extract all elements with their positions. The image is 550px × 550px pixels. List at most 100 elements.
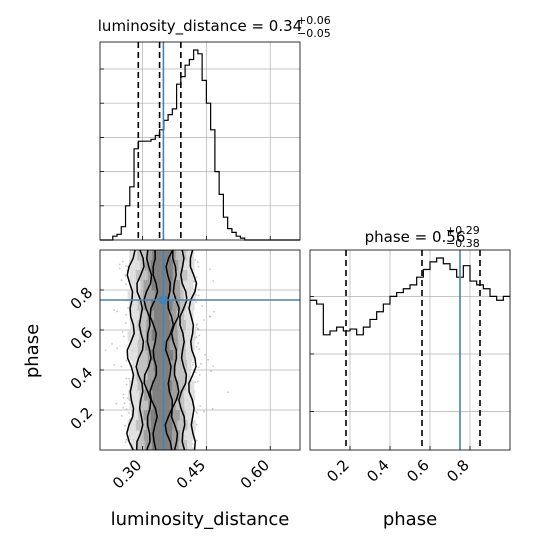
- phase-title: phase = 0.56: [365, 228, 466, 246]
- scatter-point: [196, 327, 199, 330]
- scatter-point: [199, 362, 202, 365]
- scatter-point: [116, 347, 118, 350]
- joint-x-tick-labels: 0.30 0.45 0.60: [109, 456, 273, 492]
- scatter-point: [212, 365, 215, 367]
- scatter-point: [125, 377, 128, 380]
- scatter-point: [123, 402, 126, 405]
- density-cell-3: [151, 300, 173, 311]
- scatter-point: [104, 349, 107, 352]
- density-cell-3: [151, 280, 172, 291]
- scatter-point: [122, 393, 125, 396]
- scatter-point: [124, 274, 126, 276]
- marginal-luminosity-distance-panel: [99, 41, 301, 241]
- density-cell-3: [151, 430, 172, 441]
- density-cell-3: [152, 440, 172, 451]
- scatter-point: [124, 322, 127, 324]
- density-cell-3: [150, 270, 173, 281]
- joint-y-tick-label-3: 0.8: [67, 284, 97, 314]
- scatter-point: [120, 415, 123, 417]
- scatter-point: [210, 370, 213, 373]
- joint-density-fill: [127, 250, 196, 451]
- density-cell-3: [151, 380, 172, 391]
- scatter-point: [195, 276, 198, 279]
- scatter-point: [111, 343, 113, 345]
- scatter-point: [121, 331, 124, 333]
- scatter-point: [194, 259, 197, 261]
- joint-y-tick-label-0: 0.2: [67, 404, 97, 434]
- phase-title-main: phase = 0.56: [365, 228, 466, 246]
- phase-x-tick-labels: 0.2 0.4 0.6 0.8: [323, 456, 473, 486]
- scatter-point: [124, 441, 127, 443]
- phase-frame: [309, 249, 511, 451]
- contour-line-2-right: [170, 250, 180, 451]
- joint-x-tick-label-0: 0.30: [109, 456, 145, 492]
- scatter-point: [126, 265, 129, 268]
- scatter-point: [192, 361, 194, 364]
- scatter-point: [124, 265, 127, 267]
- scatter-point: [195, 326, 197, 329]
- scatter-point: [204, 353, 206, 356]
- phase-ticks: [310, 295, 471, 450]
- joint-frame: [99, 249, 301, 451]
- scatter-point: [127, 306, 130, 309]
- scatter-point: [120, 279, 123, 282]
- density-cell-3: [150, 350, 174, 361]
- scatter-point: [198, 334, 201, 337]
- scatter-point: [191, 363, 194, 366]
- density-cell-3: [150, 260, 173, 271]
- scatter-point: [125, 408, 128, 410]
- scatter-point: [197, 294, 200, 297]
- marginal-phase-panel: [309, 249, 511, 451]
- scatter-point: [198, 288, 200, 291]
- scatter-point: [118, 267, 121, 270]
- scatter-point: [194, 371, 197, 374]
- joint-panel: [99, 249, 301, 451]
- scatter-point: [197, 342, 199, 344]
- phase-x-tick-label-2: 0.6: [403, 456, 433, 486]
- density-cell-3: [153, 340, 170, 351]
- phase-histogram: [310, 257, 510, 336]
- density-cell-3: [154, 310, 170, 321]
- scatter-point: [195, 345, 198, 348]
- scatter-point: [122, 406, 124, 409]
- scatter-point: [203, 410, 205, 413]
- top-title: luminosity_distance = 0.34: [98, 17, 302, 36]
- top-frame: [99, 41, 301, 241]
- scatter-point: [211, 408, 214, 410]
- scatter-point: [125, 383, 128, 386]
- scatter-point: [120, 365, 123, 368]
- contour-line-0-right: [188, 249, 198, 451]
- scatter-point: [125, 313, 127, 316]
- scatter-point: [127, 412, 130, 414]
- scatter-point: [121, 260, 124, 263]
- scatter-point: [195, 410, 198, 413]
- scatter-point: [201, 305, 204, 307]
- phase-title-sub: −0.38: [446, 237, 480, 250]
- phase-quantile-lines: [345, 250, 481, 450]
- contour-line-3-right: [164, 249, 175, 451]
- phase-x-tick-label-0: 0.2: [323, 456, 353, 486]
- scatter-point: [195, 301, 197, 303]
- top-grid: [100, 42, 300, 240]
- joint-y-tick-label-2: 0.6: [67, 324, 97, 354]
- scatter-point: [125, 438, 128, 441]
- scatter-point: [207, 358, 210, 361]
- scatter-point: [195, 324, 198, 327]
- phase-histogram-step: [310, 257, 510, 336]
- density-cell-3: [153, 360, 170, 371]
- scatter-point: [128, 377, 130, 380]
- scatter-point: [227, 391, 229, 394]
- scatter-point: [203, 319, 206, 321]
- density-cell-3: [151, 330, 172, 341]
- scatter-point: [197, 366, 200, 369]
- joint-x-tick-label-1: 0.45: [173, 456, 209, 492]
- x-axis-label-luminosity-distance: luminosity_distance: [111, 509, 290, 530]
- phase-title-sup: +0.29: [446, 224, 480, 237]
- scatter-point: [199, 405, 202, 407]
- x-axis-label-phase: phase: [383, 509, 437, 530]
- scatter-point: [128, 418, 131, 421]
- contour-line-3-left: [149, 249, 159, 451]
- contour-line-1-left: [135, 249, 145, 451]
- density-cell-3: [152, 390, 171, 401]
- scatter-point: [212, 280, 215, 282]
